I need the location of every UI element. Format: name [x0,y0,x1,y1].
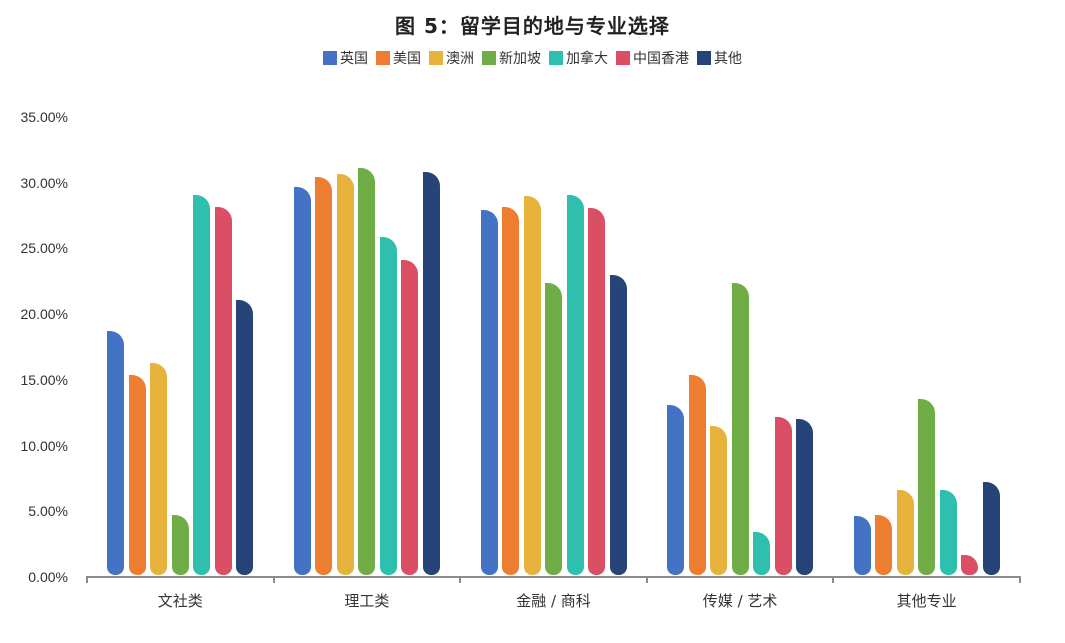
y-tick-label: 20.00% [20,306,68,323]
bar [379,237,397,575]
legend-swatch [549,51,563,65]
bar [609,275,627,575]
bar [150,363,168,575]
bar [358,167,376,575]
legend-item: 其他 [697,48,742,68]
bar [961,555,979,575]
chart-legend: 英国 美国 澳洲 新加坡 加拿大 中国香港 其他 [0,48,1065,68]
legend-label: 美国 [393,51,421,67]
bar [502,207,519,575]
y-tick-label: 25.00% [20,240,68,257]
legend-label: 新加坡 [499,51,541,67]
bar [193,195,211,575]
bar [588,208,605,575]
y-tick-label: 35.00% [20,109,68,125]
legend-label: 其他 [714,51,742,67]
y-tick-label: 0.00% [28,569,68,585]
bar [875,514,893,575]
y-tick-label: 30.00% [20,174,68,191]
legend-item: 英国 [323,48,368,68]
x-tick-mark [459,576,462,583]
y-tick-label: 15.00% [20,371,68,388]
x-tick-mark [86,576,88,583]
legend-label: 加拿大 [566,51,608,67]
x-tick-mark [1019,576,1021,583]
bar [401,259,419,575]
bar [107,330,125,575]
x-axis-line [87,576,1020,578]
x-category-label: 金融 / 商科 [516,592,591,610]
bar [710,426,728,575]
legend-swatch [482,51,496,65]
bar [480,209,498,575]
bar [667,405,685,575]
bar [796,418,814,575]
bar [918,398,936,575]
x-category-label: 传媒 / 艺术 [702,592,778,610]
legend-label: 中国香港 [633,51,689,67]
x-category-label: 其他专业 [896,592,957,610]
legend-item: 澳洲 [429,48,474,68]
legend-swatch [429,51,443,65]
chart-title: 图 5：留学目的地与专业选择 [395,14,670,38]
legend-swatch [376,51,390,65]
bar [422,171,440,575]
bar [896,489,914,575]
bar [128,375,146,575]
x-category-label: 文社类 [157,592,203,610]
bar [315,176,333,575]
bar [293,187,311,575]
bar [545,283,562,575]
bar [236,300,254,575]
legend-swatch [323,51,337,65]
legend-item: 新加坡 [482,48,541,68]
legend-swatch [697,51,711,65]
legend-item: 美国 [376,48,421,68]
bar [939,489,957,575]
bar [214,207,232,575]
x-tick-mark [832,576,835,583]
bar [731,283,749,575]
bar [853,515,871,575]
x-tick-mark [645,576,648,583]
bar [336,174,354,575]
x-tick-mark [272,576,275,583]
bar [171,514,189,575]
legend-label: 英国 [340,51,368,67]
bar [688,375,706,575]
y-tick-label: 5.00% [28,503,68,520]
bar [523,196,541,575]
legend-swatch [616,51,630,65]
x-category-label: 理工类 [344,592,390,610]
bar [982,481,1000,575]
legend-label: 澳洲 [446,51,474,67]
bar [774,417,792,575]
legend-item: 加拿大 [549,48,608,68]
y-tick-label: 10.00% [20,437,68,454]
bar [566,195,584,575]
bar [753,531,771,575]
legend-item: 中国香港 [616,48,689,68]
